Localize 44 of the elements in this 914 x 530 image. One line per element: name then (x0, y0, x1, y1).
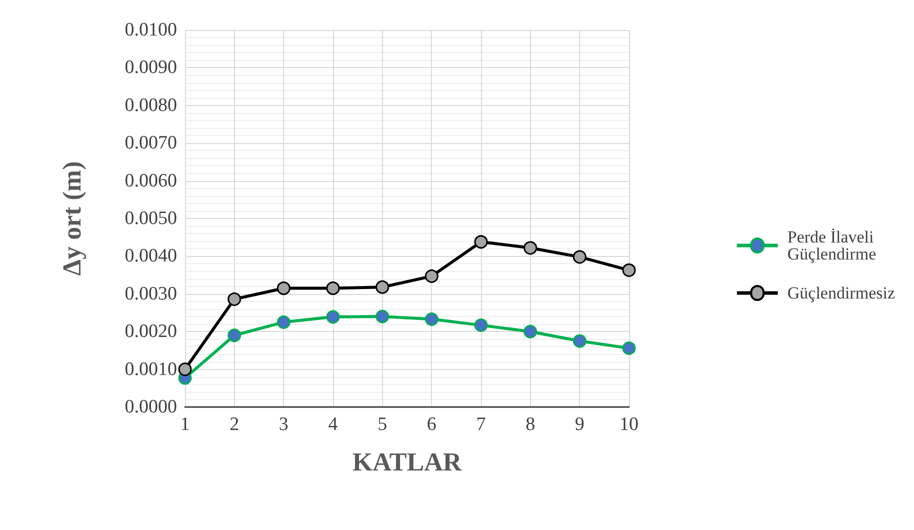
point (276, 315, 290, 329)
y-tick-label: 0.0030 (124, 283, 177, 304)
point (376, 280, 390, 294)
y-tick-label: 0.0080 (124, 94, 177, 116)
y-tick-label: 0.0050 (124, 208, 177, 229)
x-tick-label: 7 (476, 414, 486, 435)
y-tick-label: 0.0060 (124, 170, 177, 192)
y-axis-title: Δy ort (m) (58, 161, 86, 276)
point (572, 250, 586, 264)
y-tick-label: 0.0020 (124, 321, 177, 342)
point (424, 312, 438, 326)
point (622, 263, 636, 277)
y-tick-label: 0.0040 (124, 246, 177, 267)
x-tick-label: 2 (230, 414, 240, 435)
point (524, 324, 538, 338)
point (622, 341, 636, 355)
x-tick-label: 5 (378, 414, 388, 435)
point (424, 269, 438, 283)
point (524, 241, 538, 255)
y-tick-label: 0.0010 (124, 358, 177, 380)
y-tick-label: 0.0100 (124, 20, 177, 40)
x-tick-label: 10 (620, 414, 638, 435)
x-tick-label: 3 (278, 414, 288, 435)
legend-label: Perde İlaveli Güçlendirme (787, 228, 876, 264)
legend-label: Güçlendirmesiz (787, 284, 896, 302)
x-tick-label: 9 (574, 414, 584, 435)
x-tick-label: 4 (328, 414, 338, 435)
y-tick-label: 0.0000 (124, 396, 177, 418)
x-axis-title: KATLAR (352, 448, 462, 476)
point (326, 310, 340, 324)
point (228, 292, 242, 306)
y-tick-label: 0.0090 (124, 57, 177, 78)
point (474, 318, 488, 332)
x-tick-label: 8 (526, 414, 536, 435)
x-tick-label: 1 (180, 414, 190, 435)
point (326, 282, 340, 295)
point (572, 334, 586, 348)
point (474, 235, 488, 249)
point (376, 310, 390, 324)
point (178, 362, 192, 376)
x-tick-label: 6 (426, 414, 436, 435)
point (228, 328, 242, 342)
y-tick-label: 0.0070 (124, 132, 177, 154)
point (276, 282, 290, 295)
